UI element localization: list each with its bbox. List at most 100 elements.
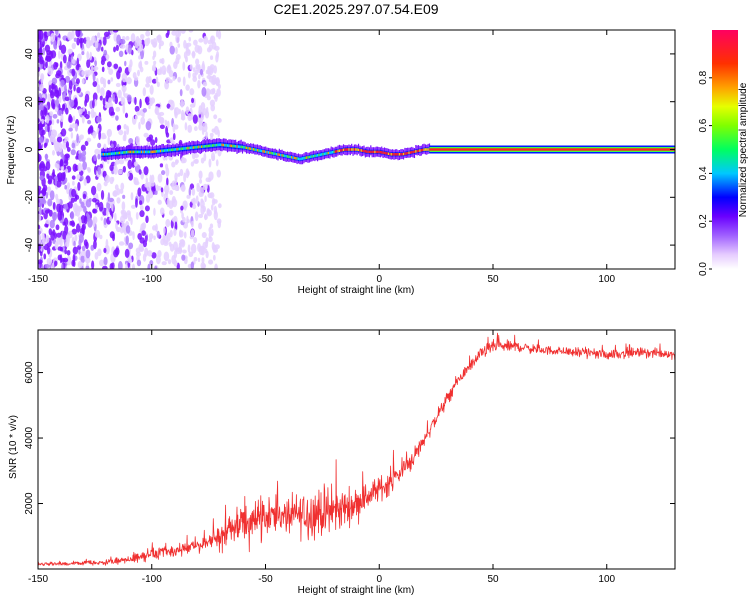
noise-speckle <box>67 201 73 209</box>
noise-speckle <box>205 106 209 114</box>
noise-speckle <box>74 97 78 106</box>
noise-speckle <box>173 107 177 117</box>
noise-speckle <box>76 133 79 143</box>
noise-speckle <box>142 108 147 113</box>
noise-speckle <box>92 208 96 214</box>
noise-speckle <box>180 99 185 108</box>
noise-speckle <box>100 216 103 221</box>
noise-speckle <box>64 84 67 93</box>
noise-speckle <box>208 158 212 168</box>
noise-speckle <box>213 199 218 204</box>
signal-core <box>205 144 207 148</box>
noise-speckle <box>52 229 56 236</box>
signal-core <box>390 152 392 156</box>
noise-speckle <box>38 243 42 250</box>
noise-speckle <box>90 185 97 196</box>
signal-core <box>278 153 280 157</box>
signal-core <box>370 150 372 154</box>
signal-core <box>306 156 308 159</box>
signal-core <box>176 147 178 151</box>
snr-x-tick-label: -150 <box>28 574 48 585</box>
noise-speckle <box>149 174 153 184</box>
signal-core <box>165 149 167 152</box>
signal-core <box>230 144 233 148</box>
noise-speckle <box>113 63 119 70</box>
noise-speckle <box>164 119 168 127</box>
noise-speckle <box>165 163 169 170</box>
signal-core <box>296 157 298 160</box>
noise-speckle <box>82 193 87 200</box>
noise-speckle <box>46 257 52 266</box>
signal-core <box>321 153 323 156</box>
signal-core <box>288 155 290 159</box>
signal-core <box>202 145 204 148</box>
colorbar-tick-label: 0.0 <box>698 262 709 276</box>
noise-speckle <box>178 108 181 115</box>
noise-speckle <box>184 122 188 131</box>
noise-speckle <box>52 102 56 110</box>
signal-core <box>239 145 241 149</box>
signal-core <box>404 152 406 156</box>
noise-speckle <box>206 74 212 80</box>
noise-speckle <box>205 177 211 183</box>
noise-speckle <box>139 200 143 206</box>
signal-core <box>273 152 275 155</box>
noise-speckle <box>116 70 121 80</box>
noise-speckle <box>51 212 58 221</box>
signal-core <box>261 149 263 153</box>
signal-core <box>233 144 235 148</box>
signal-core <box>198 145 200 149</box>
noise-speckle <box>182 216 186 223</box>
noise-speckle <box>193 153 200 158</box>
noise-speckle <box>109 176 114 185</box>
noise-speckle <box>171 198 178 208</box>
noise-speckle <box>83 205 87 213</box>
noise-speckle <box>113 249 119 258</box>
noise-speckle <box>145 83 151 88</box>
noise-speckle <box>168 241 172 247</box>
noise-speckle <box>141 222 147 230</box>
noise-speckle <box>52 202 56 210</box>
noise-speckle <box>97 248 102 257</box>
signal-core <box>396 152 398 156</box>
noise-speckle <box>139 210 145 218</box>
signal-core <box>136 150 138 154</box>
noise-speckle <box>109 263 114 269</box>
noise-speckle <box>138 169 142 175</box>
noise-speckle <box>108 68 114 75</box>
noise-speckle <box>66 249 71 256</box>
signal-core <box>374 150 376 154</box>
signal-core <box>229 144 231 148</box>
signal-core <box>236 145 238 148</box>
noise-speckle <box>67 230 73 239</box>
noise-speckle <box>182 249 187 254</box>
noise-speckle <box>183 39 187 49</box>
noise-speckle <box>119 43 126 49</box>
noise-speckle <box>153 60 157 65</box>
signal-core <box>113 152 115 155</box>
noise-speckle <box>81 223 86 231</box>
signal-core <box>209 144 211 148</box>
noise-speckle <box>210 228 214 237</box>
spectrogram-y-label: Frequency (Hz) <box>6 116 17 185</box>
noise-speckle <box>180 30 186 34</box>
signal-core <box>114 152 117 155</box>
noise-speckle <box>66 255 72 266</box>
noise-speckle <box>176 185 180 192</box>
noise-speckle <box>145 121 152 131</box>
signal-core <box>191 146 193 149</box>
noise-speckle <box>45 192 49 199</box>
signal-core <box>303 156 305 160</box>
noise-speckle <box>73 37 78 42</box>
signal-core <box>300 157 302 161</box>
signal-core <box>243 146 245 149</box>
noise-speckle <box>72 115 76 122</box>
signal-core <box>297 157 300 161</box>
noise-speckle <box>217 220 222 229</box>
noise-speckle <box>114 95 119 105</box>
noise-speckle <box>81 245 86 252</box>
noise-speckle <box>65 241 70 248</box>
noise-speckle <box>151 78 157 84</box>
noise-speckle <box>169 190 174 195</box>
noise-speckle <box>209 192 215 199</box>
